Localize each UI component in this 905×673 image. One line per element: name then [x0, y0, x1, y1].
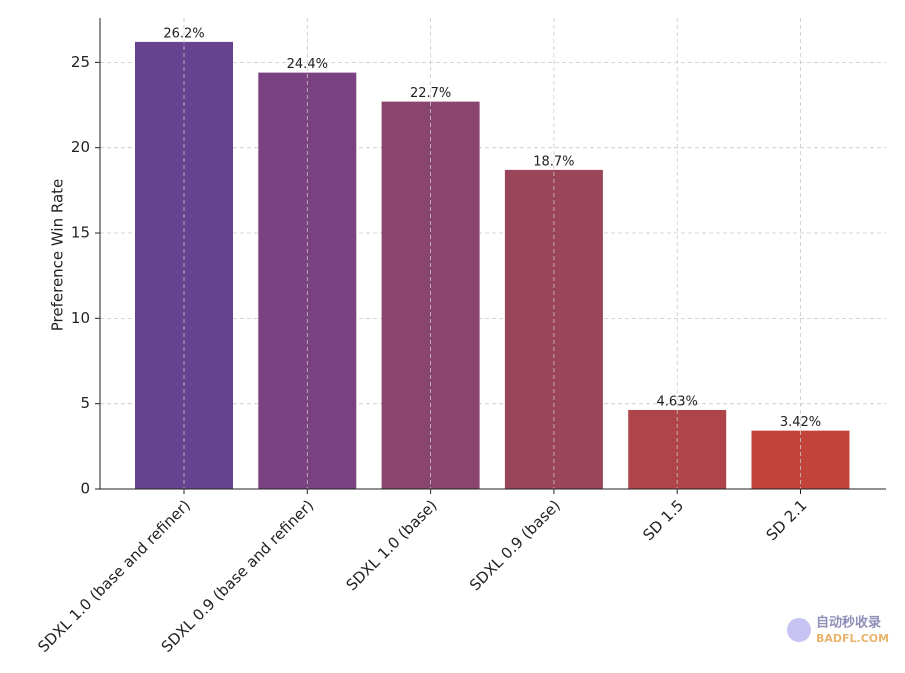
- value-label: 3.42%: [780, 415, 821, 430]
- x-tick-label: SD 2.1: [763, 496, 811, 544]
- value-label: 4.63%: [657, 394, 698, 409]
- y-tick-label: 10: [71, 309, 90, 327]
- x-tick-label: SDXL 0.9 (base): [466, 496, 564, 594]
- y-tick-label: 0: [80, 480, 90, 498]
- y-tick-label: 25: [71, 53, 90, 71]
- watermark: 自动秒收录: [816, 615, 881, 631]
- x-tick-label: SDXL 1.0 (base): [343, 496, 441, 594]
- y-tick-label: 5: [80, 394, 90, 412]
- value-label: 18.7%: [533, 154, 574, 169]
- y-axis-label: Preference Win Rate: [49, 179, 67, 332]
- bar: [628, 409, 727, 489]
- watermark: BADFL.COM: [816, 632, 889, 645]
- value-label: 26.2%: [163, 26, 204, 41]
- value-label: 22.7%: [410, 86, 451, 101]
- y-tick-label: 15: [71, 224, 90, 242]
- y-tick-label: 20: [71, 138, 90, 156]
- x-tick-label: SD 1.5: [639, 496, 687, 544]
- value-label: 24.4%: [287, 57, 328, 72]
- watermark-icon: [787, 618, 811, 642]
